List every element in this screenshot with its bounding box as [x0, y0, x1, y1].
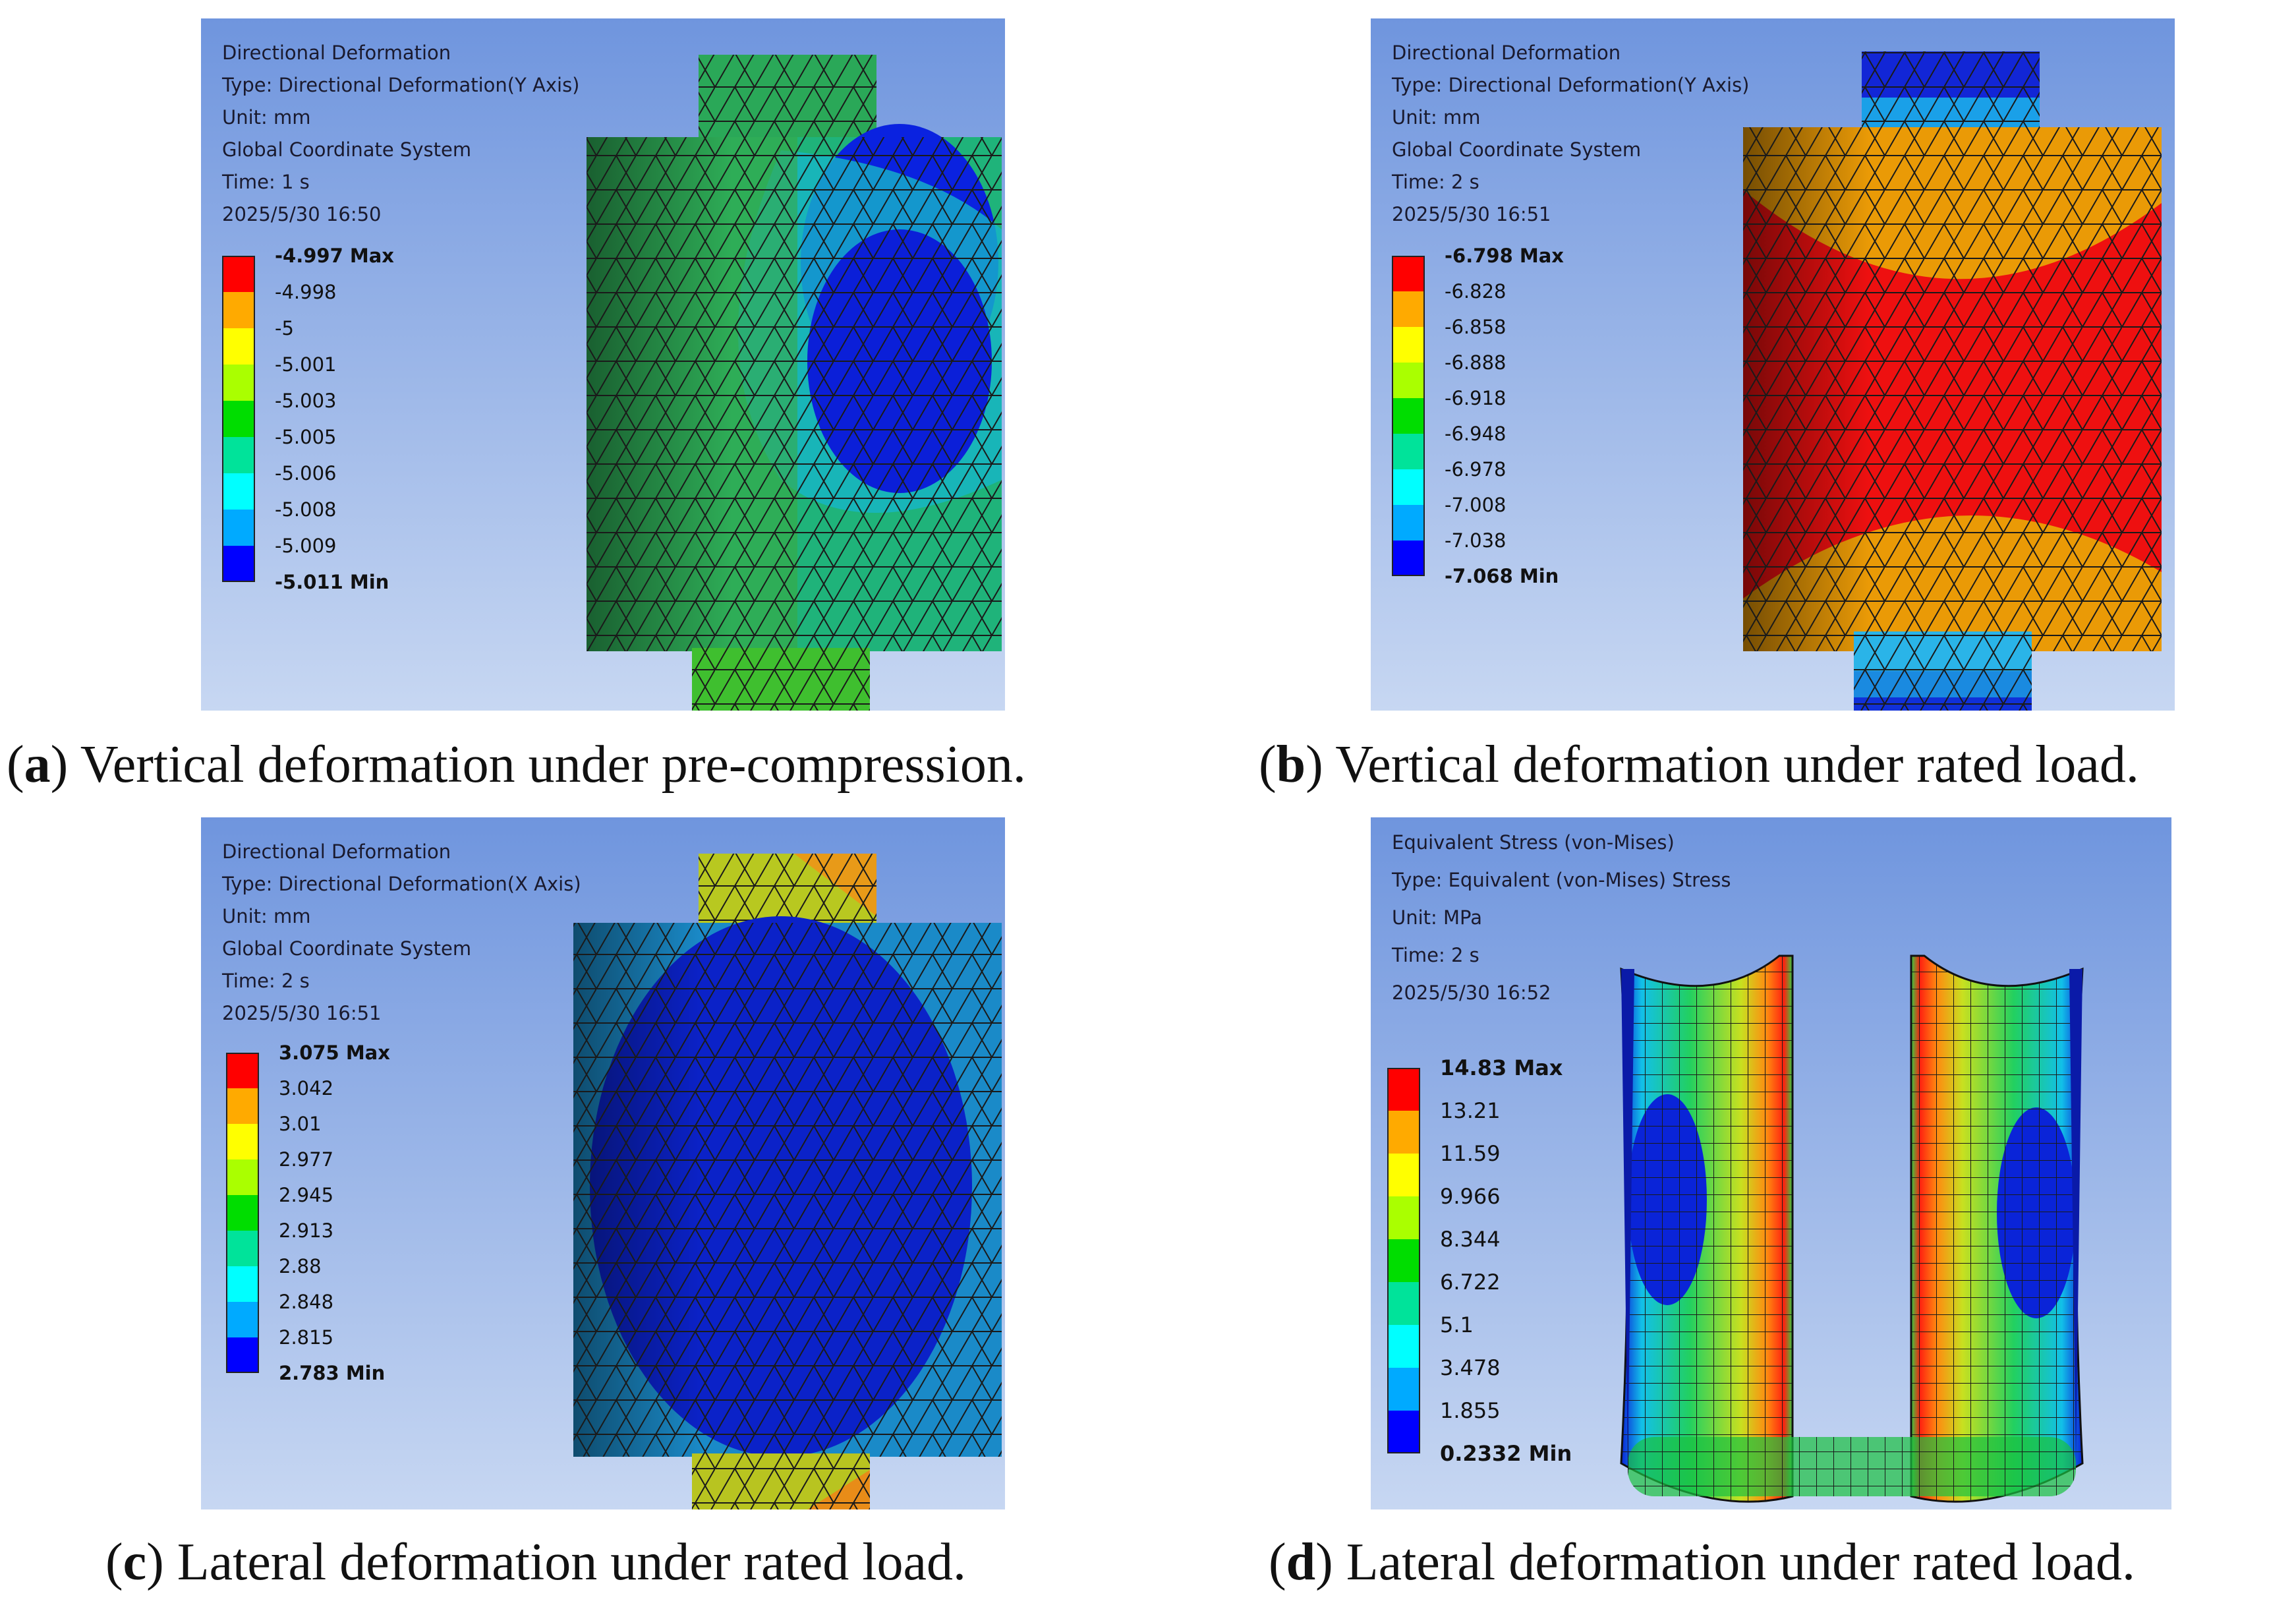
- legend-label: -6.858: [1445, 316, 1507, 338]
- legend-swatch: [1387, 1111, 1420, 1154]
- legend-label: -5.001: [275, 353, 337, 376]
- legend-label: -6.918: [1445, 387, 1507, 409]
- viewport-background: [201, 18, 1005, 711]
- legend-label: 2.977: [279, 1148, 334, 1171]
- result-info: Directional Deformation Type: Directiona…: [222, 37, 580, 231]
- legend-label: 8.344: [1440, 1227, 1501, 1252]
- legend-label: 6.722: [1440, 1270, 1501, 1295]
- info-timestamp: 2025/5/30 16:52: [1392, 981, 1551, 1004]
- info-unit: Unit: mm: [1392, 106, 1481, 129]
- caption-text: Vertical deformation under pre-compressi…: [68, 736, 1026, 794]
- info-time: Time: 2 s: [222, 970, 310, 992]
- legend-label: -6.888: [1445, 351, 1507, 374]
- legend-max: 14.83 Max: [1440, 1055, 1563, 1080]
- legend-swatch: [222, 401, 255, 437]
- legend-label: -6.978: [1445, 458, 1507, 481]
- legend-min: 0.2332 Min: [1440, 1441, 1572, 1466]
- legend-max: -4.997 Max: [275, 245, 394, 267]
- legend-label: 3.042: [279, 1077, 334, 1099]
- info-time: Time: 2 s: [1392, 944, 1479, 966]
- info-title: Directional Deformation: [1392, 42, 1621, 64]
- viewport-background: [1371, 817, 2171, 1509]
- legend-max: 3.075 Max: [279, 1041, 390, 1064]
- info-type: Type: Equivalent (von-Mises) Stress: [1392, 869, 1731, 891]
- legend-label: -6.828: [1445, 280, 1507, 303]
- info-coordinate-system: Global Coordinate System: [222, 937, 472, 960]
- info-title: Equivalent Stress (von-Mises): [1392, 831, 1675, 854]
- legend-label: -5.005: [275, 426, 337, 448]
- legend-swatch: [226, 1231, 259, 1266]
- info-type: Type: Directional Deformation(Y Axis): [1392, 74, 1750, 96]
- legend-label: -5: [275, 317, 294, 339]
- legend-label: 3.01: [279, 1113, 322, 1135]
- panel-d: Equivalent Stress (von-Mises) Type: Equi…: [1371, 817, 2171, 1509]
- panel-b: Directional Deformation Type: Directiona…: [1371, 18, 2175, 711]
- panel-c: Directional Deformation Type: Directiona…: [201, 817, 1005, 1509]
- legend-label: 5.1: [1440, 1312, 1474, 1337]
- legend-label: 9.966: [1440, 1184, 1501, 1209]
- info-timestamp: 2025/5/30 16:50: [222, 203, 382, 225]
- legend-label: 2.913: [279, 1219, 334, 1242]
- caption-letter: b: [1276, 736, 1306, 794]
- info-type: Type: Directional Deformation(X Axis): [222, 873, 581, 895]
- caption-text: Lateral deformation under rated load.: [163, 1533, 967, 1591]
- legend-label: -6.948: [1445, 423, 1507, 445]
- legend-label: -5.009: [275, 535, 337, 557]
- legend-label: -5.003: [275, 390, 337, 412]
- info-type: Type: Directional Deformation(Y Axis): [222, 74, 580, 96]
- rubber-bearing-model: [587, 55, 1002, 711]
- info-coordinate-system: Global Coordinate System: [222, 138, 472, 161]
- legend-label: 3.478: [1440, 1355, 1501, 1380]
- legend-max: -6.798 Max: [1445, 245, 1564, 267]
- info-title: Directional Deformation: [222, 42, 451, 64]
- caption-letter: c: [123, 1533, 147, 1591]
- legend-label: -5.006: [275, 462, 337, 484]
- info-coordinate-system: Global Coordinate System: [1392, 138, 1642, 161]
- caption-letter: a: [24, 736, 51, 794]
- legend-label: -7.038: [1445, 529, 1507, 552]
- rubber-bearing-model: [1743, 51, 2162, 711]
- legend-label: -7.008: [1445, 494, 1507, 516]
- result-info: Equivalent Stress (von-Mises) Type: Equi…: [1392, 824, 1731, 1012]
- legend-label: 2.945: [279, 1184, 334, 1206]
- result-info: Directional Deformation Type: Directiona…: [1392, 37, 1750, 231]
- legend-label: 2.88: [279, 1255, 322, 1277]
- info-unit: Unit: mm: [222, 106, 311, 129]
- legend-min: -5.011 Min: [275, 571, 389, 593]
- caption-b: (b) Vertical deformation under rated loa…: [1259, 736, 2139, 794]
- legend-label: 11.59: [1440, 1141, 1501, 1166]
- legend-swatch: [226, 1124, 259, 1159]
- legend-label: 2.848: [279, 1291, 334, 1313]
- legend-swatch: [1387, 1196, 1420, 1239]
- legend-label: 1.855: [1440, 1398, 1501, 1423]
- info-timestamp: 2025/5/30 16:51: [222, 1002, 382, 1024]
- viewport-background: [201, 817, 1005, 1509]
- caption-text: Lateral deformation under rated load.: [1333, 1533, 2136, 1591]
- legend-label: -5.008: [275, 498, 337, 521]
- caption-letter: d: [1286, 1533, 1316, 1591]
- info-unit: Unit: MPa: [1392, 906, 1482, 929]
- legend-label: 13.21: [1440, 1098, 1501, 1123]
- viewport-background: [1371, 18, 2175, 711]
- panel-a: Directional Deformation Type: Directiona…: [201, 18, 1005, 711]
- caption-c: (c) Lateral deformation under rated load…: [105, 1533, 967, 1591]
- caption-text: Vertical deformation under rated load.: [1323, 736, 2139, 794]
- caption-d: (d) Lateral deformation under rated load…: [1269, 1533, 2136, 1591]
- info-time: Time: 1 s: [222, 171, 310, 193]
- legend-swatch: [1392, 469, 1425, 505]
- result-info: Directional Deformation Type: Directiona…: [222, 836, 581, 1030]
- legend-label: -4.998: [275, 281, 337, 303]
- stress-model: [1620, 954, 2084, 1503]
- info-unit: Unit: mm: [222, 905, 311, 927]
- info-title: Directional Deformation: [222, 840, 451, 863]
- caption-a: (a) Vertical deformation under pre-compr…: [7, 736, 1026, 794]
- info-time: Time: 2 s: [1392, 171, 1479, 193]
- legend-swatch: [226, 1337, 259, 1373]
- rubber-bearing-model: [573, 854, 1002, 1509]
- legend-min: 2.783 Min: [279, 1362, 386, 1384]
- legend-label: 2.815: [279, 1326, 334, 1349]
- legend-min: -7.068 Min: [1445, 565, 1559, 587]
- info-timestamp: 2025/5/30 16:51: [1392, 203, 1551, 225]
